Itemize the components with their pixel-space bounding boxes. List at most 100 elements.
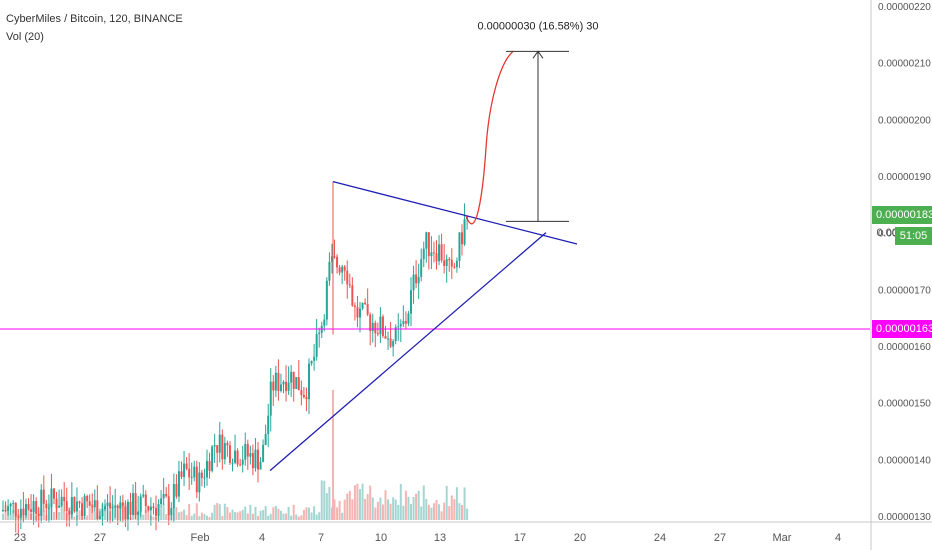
volume-bar bbox=[379, 497, 382, 520]
hline-price-badge: 0.00000163 bbox=[872, 320, 932, 338]
candle-body bbox=[42, 489, 45, 504]
volume-bar bbox=[389, 503, 392, 520]
time-tick-label: 27 bbox=[714, 532, 726, 544]
volume-bar bbox=[246, 513, 249, 520]
candle-body bbox=[24, 504, 27, 516]
volume-bar bbox=[341, 512, 344, 520]
candle-body bbox=[290, 371, 293, 383]
candle-body bbox=[371, 322, 374, 331]
price-tick-label: 0.00000210 bbox=[878, 59, 931, 70]
candle-body bbox=[412, 274, 415, 291]
volume-bar bbox=[239, 511, 242, 520]
time-axis-ticks[interactable]: 23 27 Feb 4 7 10 13 17 20 24 27 Mar 4 bbox=[14, 532, 841, 544]
volume-bar bbox=[422, 485, 425, 520]
candle-body bbox=[180, 471, 183, 478]
volume-bar bbox=[241, 509, 244, 520]
volume-bar bbox=[142, 514, 145, 520]
candle-body bbox=[132, 493, 135, 515]
volume-bar bbox=[430, 507, 433, 520]
candle-body bbox=[152, 506, 155, 509]
candle-body bbox=[81, 503, 84, 517]
candle-body bbox=[27, 504, 30, 510]
volume-bar bbox=[318, 512, 321, 520]
price-tick-label: 0.00000160 bbox=[878, 342, 931, 353]
candle-body bbox=[234, 450, 237, 463]
volume-bar bbox=[295, 514, 298, 520]
resistance-trendline[interactable] bbox=[332, 181, 578, 245]
volume-bar bbox=[387, 499, 390, 520]
price-tick-label: 0.00000200 bbox=[878, 115, 931, 126]
volume-bar bbox=[185, 515, 188, 520]
volume-bar bbox=[458, 503, 461, 520]
candle-body bbox=[338, 267, 341, 273]
volume-bar bbox=[228, 512, 231, 520]
candle-body bbox=[376, 333, 379, 335]
candle-body bbox=[310, 360, 313, 364]
volume-bar bbox=[285, 513, 288, 520]
volume-bar bbox=[346, 493, 349, 520]
candle-body bbox=[427, 232, 430, 257]
volume-bar bbox=[4, 504, 7, 520]
candle-body bbox=[50, 488, 53, 508]
candle-body bbox=[389, 338, 392, 347]
candle-body bbox=[267, 415, 270, 435]
candle-body bbox=[160, 498, 163, 505]
candle-body bbox=[223, 443, 226, 460]
candle-body bbox=[239, 464, 242, 466]
candle-body bbox=[453, 266, 456, 268]
volume-bar bbox=[366, 494, 369, 520]
candle-body bbox=[422, 248, 425, 260]
candle-body bbox=[183, 463, 186, 478]
chart-legend: CyberMiles / Bitcoin, 120, BINANCE Vol (… bbox=[6, 10, 183, 46]
candle-body bbox=[129, 501, 132, 515]
measure-tool[interactable] bbox=[506, 50, 569, 222]
volume-bar bbox=[404, 490, 407, 520]
candle-body bbox=[221, 434, 224, 460]
candle-body bbox=[353, 305, 356, 308]
price-tick-label: 0.00000150 bbox=[878, 399, 931, 410]
volume-bar bbox=[466, 508, 469, 520]
candle-body bbox=[272, 381, 275, 391]
volume-bar bbox=[257, 516, 259, 520]
volume-bar bbox=[193, 513, 196, 520]
time-tick-label: 10 bbox=[375, 532, 387, 544]
candle-body bbox=[379, 316, 382, 335]
candle-body bbox=[381, 316, 384, 336]
volume-bar bbox=[234, 512, 237, 520]
volume-bar bbox=[461, 505, 463, 520]
candle-body bbox=[448, 259, 451, 261]
candle-body bbox=[415, 274, 418, 284]
volume-bar bbox=[333, 499, 336, 520]
candle-body bbox=[369, 314, 372, 331]
candle-body bbox=[277, 372, 280, 391]
candle-body bbox=[203, 477, 206, 479]
volume-bar bbox=[290, 515, 293, 520]
volume-bar bbox=[206, 515, 208, 520]
candle-body bbox=[323, 319, 326, 326]
candle-body bbox=[2, 510, 4, 512]
price-axis-ticks[interactable]: 0.00000220 0.00000210 0.00000200 0.00000190… bbox=[878, 2, 931, 523]
candle-body bbox=[241, 459, 244, 465]
volume-bar bbox=[208, 516, 211, 520]
candle-body bbox=[78, 501, 81, 504]
time-tick-label: 27 bbox=[94, 532, 106, 544]
support-trendline[interactable] bbox=[269, 232, 547, 472]
candle-body bbox=[119, 502, 122, 509]
candle-body bbox=[359, 308, 361, 318]
candle-body bbox=[244, 443, 247, 460]
volume-bar bbox=[272, 507, 275, 520]
measure-label: 0.00000030 (16.58%) 30 bbox=[477, 20, 598, 32]
candle-body bbox=[200, 472, 203, 479]
candle-body bbox=[407, 313, 410, 324]
volume-bar bbox=[162, 503, 165, 520]
candle-body bbox=[417, 276, 420, 284]
volume-bar bbox=[221, 516, 224, 520]
projection-curve[interactable] bbox=[465, 50, 514, 225]
volume-bar bbox=[274, 505, 277, 520]
volume-bar bbox=[262, 510, 265, 520]
candle-body bbox=[111, 507, 114, 509]
candle-body bbox=[193, 466, 196, 478]
candle-body bbox=[236, 450, 239, 465]
volume-bar bbox=[384, 490, 387, 520]
